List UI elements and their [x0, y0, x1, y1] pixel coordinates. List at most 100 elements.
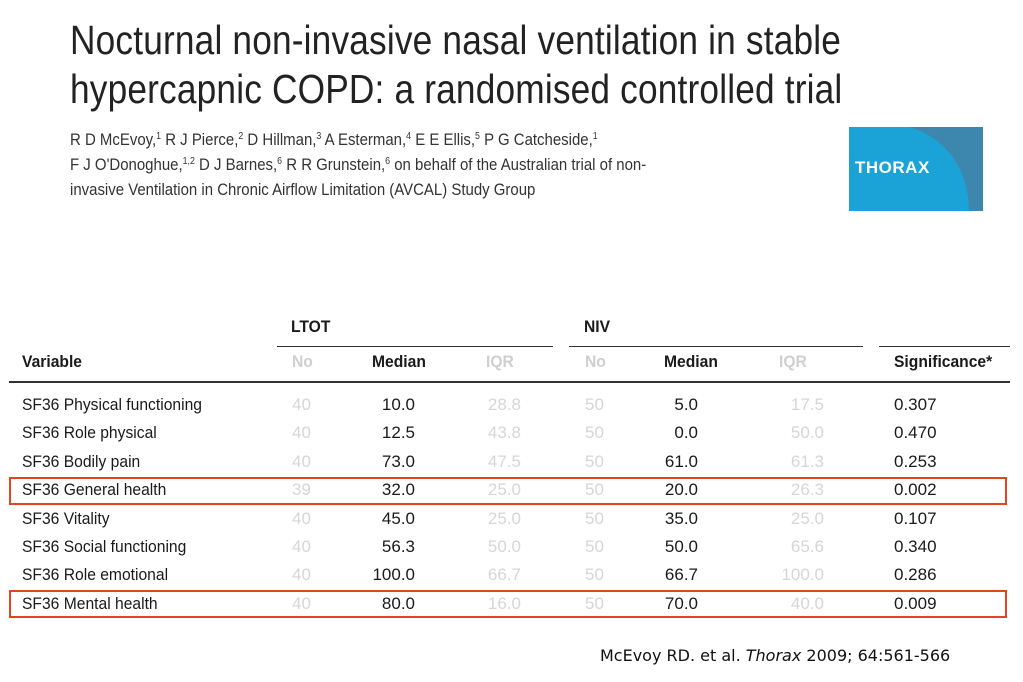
- cell-niv-no: 50: [585, 565, 604, 585]
- cell-niv-iqr: 25.0: [790, 508, 824, 528]
- cell-variable: SF36 General health: [22, 480, 167, 500]
- cell-niv-median: 0.0: [674, 423, 698, 443]
- cell-ltot-iqr: 66.7: [487, 565, 521, 585]
- citation-details: 2009; 64:561-566: [806, 646, 951, 665]
- cell-variable: SF36 Bodily pain: [22, 451, 141, 471]
- cell-ltot-median: 56.3: [381, 537, 415, 556]
- cell-significance: 0.107: [894, 508, 937, 528]
- table-row: SF36 Physical functioning 40 10.0 28.8 50 5.0…: [0, 391, 1023, 419]
- cell-ltot-iqr: 43.8: [487, 423, 521, 443]
- table-row: SF36 Role emotional 40 100.0 66.7 50 66.7 100.…: [0, 561, 1023, 589]
- cell-ltot-median: 12.5: [381, 423, 415, 443]
- header-niv-no: No: [585, 352, 606, 371]
- header-variable: Variable: [22, 352, 83, 371]
- cell-ltot-median: 10.0: [381, 395, 415, 414]
- citation-journal: Thorax: [745, 646, 802, 665]
- cell-ltot-no: 40: [292, 508, 311, 528]
- paper-title: Nocturnal non-invasive nasal ventilation…: [70, 16, 843, 114]
- header-ltot-iqr: IQR: [486, 352, 514, 371]
- cell-ltot-iqr: 28.8: [487, 395, 521, 414]
- cell-significance: 0.307: [894, 395, 937, 414]
- table-row: SF36 Mental health 40 80.0 16.0 50 70.0 40.0 0.…: [0, 590, 1023, 618]
- author-line-3: invasive Ventilation in Chronic Airflow …: [70, 180, 536, 199]
- table-row: SF36 Role physical 40 12.5 43.8 50 0.0 50.0 0.4…: [0, 419, 1023, 447]
- cell-ltot-iqr: 25.0: [487, 480, 521, 500]
- row-highlight-box: [9, 476, 1007, 505]
- cell-variable: SF36 Role emotional: [22, 565, 169, 585]
- cell-niv-iqr: 50.0: [790, 423, 824, 443]
- cell-ltot-iqr: 47.5: [487, 451, 521, 471]
- cell-niv-median: 50.0: [664, 537, 698, 556]
- cell-ltot-iqr: 25.0: [487, 508, 521, 528]
- cell-ltot-median: 45.0: [381, 508, 415, 528]
- cell-niv-no: 50: [585, 451, 604, 471]
- significance-group-rule: [879, 346, 1010, 347]
- author-line-2: F J O'Donoghue,1,2 D J Barnes,6 R R Grun…: [70, 155, 647, 174]
- cell-significance: 0.286: [894, 565, 937, 585]
- cell-niv-median: 5.0: [674, 395, 698, 414]
- cell-ltot-median: 73.0: [381, 451, 415, 471]
- cell-ltot-no: 40: [292, 395, 311, 414]
- cell-niv-iqr: 40.0: [790, 593, 824, 613]
- cell-niv-no: 50: [585, 423, 604, 443]
- cell-ltot-no: 40: [292, 451, 311, 471]
- cell-significance: 0.470: [894, 423, 937, 443]
- cell-ltot-iqr: 50.0: [487, 537, 521, 556]
- cell-niv-median: 35.0: [664, 508, 698, 528]
- cell-significance: 0.009: [894, 593, 937, 613]
- table-row: SF36 General health 39 32.0 25.0 50 20.0 26.3 0…: [0, 476, 1023, 504]
- cell-significance: 0.002: [894, 480, 937, 500]
- header-ltot-median: Median: [372, 352, 426, 371]
- cell-ltot-median: 32.0: [381, 480, 415, 500]
- cell-niv-median: 61.0: [664, 451, 698, 471]
- header-ltot-no: No: [292, 352, 313, 371]
- cell-significance: 0.253: [894, 451, 937, 471]
- cell-niv-median: 70.0: [664, 593, 698, 613]
- cell-ltot-no: 40: [292, 565, 311, 585]
- table-header-rule: [9, 381, 1010, 383]
- cell-variable: SF36 Physical functioning: [22, 395, 202, 414]
- paper-title-line-1: Nocturnal non-invasive nasal ventilation…: [70, 17, 842, 63]
- header-niv-median: Median: [664, 352, 718, 371]
- cell-niv-no: 50: [585, 480, 604, 500]
- cell-niv-iqr: 65.6: [790, 537, 824, 556]
- cell-niv-iqr: 26.3: [790, 480, 824, 500]
- group-header-ltot: LTOT: [291, 317, 331, 336]
- table-row: SF36 Bodily pain 40 73.0 47.5 50 61.0 61.3 0.25…: [0, 448, 1023, 476]
- cell-niv-iqr: 61.3: [790, 451, 824, 471]
- cell-niv-iqr: 100.0: [781, 565, 824, 585]
- cell-significance: 0.340: [894, 537, 937, 556]
- header-niv-iqr: IQR: [779, 352, 807, 371]
- table-row: SF36 Vitality 40 45.0 25.0 50 35.0 25.0 0.107: [0, 505, 1023, 533]
- table-row: SF36 Social functioning 40 56.3 50.0 50 50.0 6…: [0, 533, 1023, 561]
- thorax-logo: THORAX: [849, 127, 983, 211]
- cell-ltot-median: 80.0: [381, 593, 415, 613]
- cell-ltot-no: 40: [292, 423, 311, 443]
- cell-variable: SF36 Mental health: [22, 593, 158, 613]
- cell-niv-median: 66.7: [664, 565, 698, 585]
- cell-niv-iqr: 17.5: [790, 395, 824, 414]
- cell-niv-no: 50: [585, 593, 604, 613]
- cell-ltot-median: 100.0: [372, 565, 415, 585]
- cell-ltot-no: 40: [292, 593, 311, 613]
- citation-authors: McEvoy RD. et al.: [600, 646, 741, 665]
- author-line-1: R D McEvoy,1 R J Pierce,2 D Hillman,3 A …: [70, 130, 598, 149]
- cell-variable: SF36 Social functioning: [22, 537, 187, 556]
- cell-niv-no: 50: [585, 537, 604, 556]
- cell-niv-no: 50: [585, 508, 604, 528]
- niv-group-rule: [569, 346, 863, 347]
- logo-text: THORAX: [855, 158, 930, 177]
- cell-ltot-no: 39: [292, 480, 311, 500]
- author-list: R D McEvoy,1 R J Pierce,2 D Hillman,3 A …: [70, 127, 646, 202]
- cell-variable: SF36 Role physical: [22, 423, 157, 443]
- cell-niv-no: 50: [585, 395, 604, 414]
- cell-ltot-no: 40: [292, 537, 311, 556]
- group-header-niv: NIV: [584, 317, 611, 336]
- cell-variable: SF36 Vitality: [22, 508, 110, 528]
- cell-niv-median: 20.0: [664, 480, 698, 500]
- ltot-group-rule: [277, 346, 553, 347]
- logo-curve-graphic: [909, 127, 983, 211]
- paper-title-line-2: hypercapnic COPD: a randomised controlle…: [70, 66, 843, 112]
- cell-ltot-iqr: 16.0: [487, 593, 521, 613]
- row-highlight-box: [9, 590, 1007, 619]
